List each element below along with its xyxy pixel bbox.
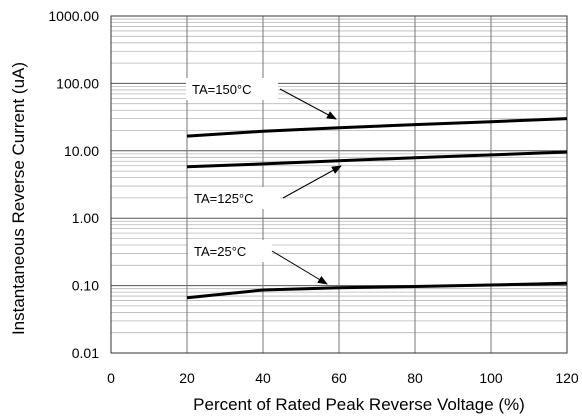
y-axis-title: Instantaneous Reverse Current (uA) — [9, 62, 28, 335]
annotation-box — [188, 240, 272, 262]
series-lines — [186, 117, 568, 300]
x-axis-title: Percent of Rated Peak Reverse Voltage (%… — [193, 395, 525, 414]
series-label-2: TA=25°C — [194, 244, 246, 259]
x-tick-label: 100 — [479, 370, 503, 386]
series-label-0: TA=150°C — [192, 82, 252, 97]
y-tick-label: 100.00 — [56, 75, 99, 91]
x-tick-label: 80 — [407, 370, 423, 386]
annotations: TA=150°C TA=125°C TA=25°C — [186, 78, 342, 285]
series-line-1 — [186, 150, 568, 169]
y-tick-label: 0.01 — [72, 345, 99, 361]
x-tick-label: 20 — [179, 370, 195, 386]
annotation-box — [188, 187, 280, 209]
grid-lines — [110, 15, 568, 354]
y-tick-label: 1.00 — [72, 210, 99, 226]
plot-frame — [110, 15, 568, 354]
annotation-arrow — [271, 250, 328, 285]
x-tick-label: 120 — [555, 370, 579, 386]
axis-titles: Percent of Rated Peak Reverse Voltage (%… — [9, 62, 525, 414]
annotation-box — [186, 78, 278, 100]
y-tick-label: 1000.00 — [48, 8, 99, 24]
series-line-2 — [186, 281, 568, 300]
y-tick-label: 0.10 — [72, 278, 99, 294]
series-line-0 — [186, 117, 568, 138]
x-tick-label: 40 — [255, 370, 271, 386]
series-label-1: TA=125°C — [194, 191, 254, 206]
annotation-arrow — [282, 165, 342, 199]
x-tick-label: 0 — [107, 370, 115, 386]
y-tick-label: 10.00 — [64, 143, 99, 159]
tick-labels: 0.01 0.10 1.00 10.00 100.00 1000.00 0 20 40 60 80 1… — [48, 8, 579, 386]
annotation-arrow — [279, 88, 337, 120]
x-tick-label: 60 — [331, 370, 347, 386]
